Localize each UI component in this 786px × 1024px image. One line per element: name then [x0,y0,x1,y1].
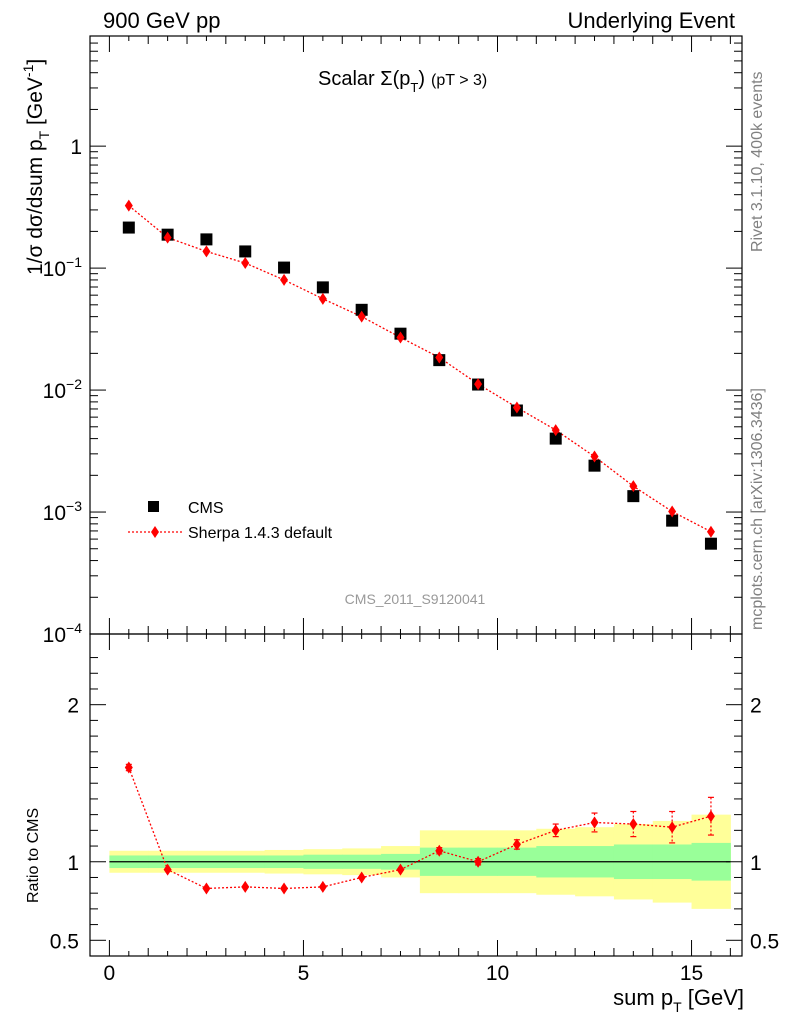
sherpa-ratio-point [163,863,172,876]
legend-sherpa-marker [151,526,159,538]
x-tick-label: 15 [680,962,703,985]
sherpa-ratio-point [124,761,133,774]
header-right: Underlying Event [567,8,735,33]
cms-data-point [704,537,717,550]
sherpa-ratio-point [202,882,211,895]
cms-data-point [239,245,252,258]
x-axis-label: sum pT [GeV] [613,985,744,1015]
sherpa-ratio-point [512,838,521,851]
main-y-tick-base: 10 [43,380,66,403]
legend: CMS Sherpa 1.4.3 default [128,500,333,542]
cms-data-point [627,490,640,503]
main-y-tick-label: 10−1 [43,254,83,281]
sherpa-data-point [706,525,715,538]
legend-cms-marker [148,501,159,512]
sherpa-ratio-point [357,871,366,884]
plot-title-after: ) [418,68,425,90]
sherpa-data-point [202,245,211,258]
ratio-ylabel: Ratio to CMS [25,808,42,903]
main-y-tick-label: 10−3 [43,498,83,525]
sherpa-main-line [128,205,712,533]
main-y-tick-label: 10−2 [43,376,83,403]
sherpa-data-point [318,292,327,305]
sherpa-ratio-point [590,816,599,829]
plot-title: Scalar Σ(pT) (pT > 3) [318,68,487,95]
rivet-label: Rivet 3.1.10, 400k events [749,71,766,252]
mcplots-label: mcplots.cern.ch [arXiv:1306.3436] [749,388,766,630]
cms-data-point [316,281,329,294]
sherpa-data-point [629,480,638,493]
sherpa-ratio-point [280,882,289,895]
ratio-y-tick-label-right: 1 [750,852,762,875]
main-ylabel-close: ] [24,59,47,65]
main-y-tick-exp: −2 [66,376,82,392]
main-y-tick-exp: −4 [66,620,82,636]
main-y-tick-exp: −3 [66,498,82,514]
plot-title-cut: (pT > 3) [431,72,487,89]
x-axis-label-sub: T [673,999,682,1015]
main-plot-frame [89,35,743,635]
cms-data-point [278,261,291,274]
sherpa-data-point [163,231,172,244]
sherpa-ratio-point [706,810,715,823]
main-y-tick-label: 10−4 [43,620,83,647]
x-tick-label: 5 [298,962,310,985]
main-y-tick-label: 1 [70,136,82,159]
header-left: 900 GeV pp [103,8,220,33]
sherpa-data-point [474,378,483,391]
sherpa-ratio-point [551,824,560,837]
ratio-y-tick-label: 2 [67,695,79,718]
sherpa-ratio-point [435,844,444,857]
cms-data-point [549,432,562,445]
sherpa-data-point [241,257,250,270]
sherpa-ratio-point [318,880,327,893]
cms-data-point [122,221,135,234]
main-ylabel-sup: -1 [20,64,36,77]
ratio-plot-frame [89,633,743,957]
sherpa-data-point [280,273,289,286]
sherpa-ratio-point [474,855,483,868]
ratio-y-tick-label-right: 2 [750,695,762,718]
cms-data-point [355,303,368,316]
cms-data-point [200,233,213,246]
cms-data-point [666,514,679,527]
main-ylabel: 1/σ dσ/dsum pT [GeV-1] [20,59,52,275]
main-y-tick-exp: −1 [66,254,82,270]
main-ylabel-unit: [GeV [24,77,47,131]
main-y-tick-base: 10 [43,502,66,525]
sherpa-data-point [551,424,560,437]
sherpa-data-point [124,199,133,212]
sherpa-data-point [357,310,366,323]
x-tick-label: 10 [486,962,509,985]
sherpa-data-point [512,401,521,414]
sherpa-data-point [396,331,405,344]
main-y-tick-base: 1 [70,136,82,159]
x-axis-label-text: sum p [613,985,673,1010]
plot-title-main: Scalar Σ(p [318,68,410,90]
sherpa-data-point [668,505,677,518]
cms-data-point [588,459,601,472]
ratio-y-tick-label: 0.5 [50,930,79,953]
sherpa-ratio-point [396,863,405,876]
ratio-y-tick-label: 1 [67,852,79,875]
main-ylabel-sub: T [36,130,52,139]
analysis-watermark: CMS_2011_S9120041 [345,591,486,607]
sherpa-data-point [435,351,444,364]
ratio-y-tick-label-right: 0.5 [750,930,779,953]
sherpa-ratio-point [241,880,250,893]
x-axis-label-unit: [GeV] [682,985,744,1010]
sherpa-ratio-line [128,767,712,890]
main-y-tick-base: 10 [43,624,66,647]
plot-title-sub: T [410,80,418,95]
main-y-tick-base: 10 [43,258,66,281]
main-ylabel-text: 1/σ dσ/dsum p [24,139,47,275]
legend-sherpa-label: Sherpa 1.4.3 default [188,525,333,542]
sherpa-ratio-point [668,821,677,834]
legend-cms-label: CMS [188,500,224,517]
sherpa-ratio-point [629,818,638,831]
sherpa-data-point [590,450,599,463]
x-tick-label: 0 [104,962,116,985]
